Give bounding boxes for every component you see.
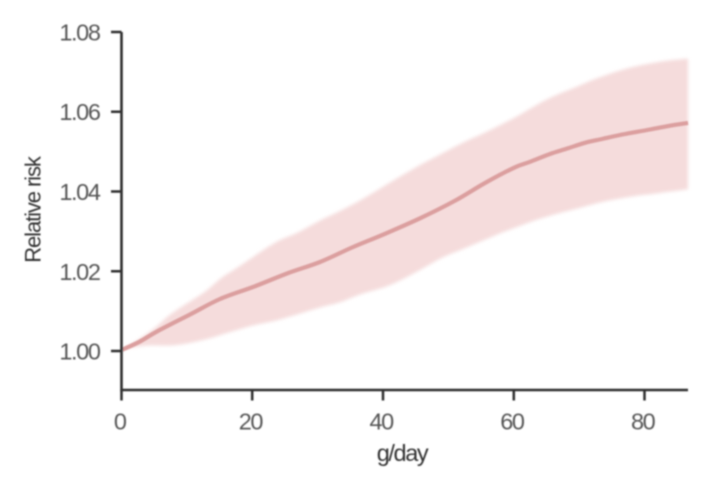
- svg-text:1.08: 1.08: [59, 20, 100, 46]
- svg-text:1.02: 1.02: [59, 259, 99, 285]
- svg-text:Relative risk: Relative risk: [21, 155, 46, 263]
- svg-text:g/day: g/day: [377, 440, 429, 466]
- svg-text:0: 0: [114, 408, 127, 434]
- svg-text:40: 40: [370, 408, 395, 434]
- svg-text:1.00: 1.00: [59, 339, 100, 365]
- svg-text:1.06: 1.06: [59, 99, 100, 125]
- svg-text:20: 20: [239, 408, 264, 434]
- svg-text:80: 80: [631, 408, 656, 434]
- svg-text:1.04: 1.04: [59, 179, 100, 205]
- svg-text:60: 60: [500, 408, 525, 434]
